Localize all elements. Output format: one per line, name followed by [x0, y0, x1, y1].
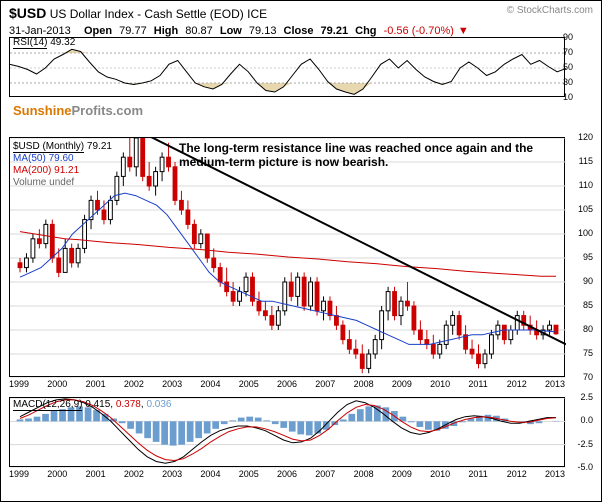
chg-arrow-icon: ▼	[458, 25, 469, 37]
macd-x-axis: 1999200020012002200320042005200620072008…	[9, 469, 565, 483]
watermark: SunshineProfits.com	[13, 103, 143, 118]
ticker-symbol: $USD	[9, 5, 46, 21]
close-label: Close	[284, 25, 314, 37]
ticker-desc: US Dollar Index - Cash Settle (EOD)	[50, 7, 244, 21]
high-value: 80.87	[185, 25, 213, 37]
exchange: ICE	[247, 7, 267, 21]
open-value: 79.77	[119, 25, 147, 37]
macd-label: MACD(12,26,9) 0.415, 0.378, 0.036	[13, 399, 171, 410]
attribution: © StockCharts.com	[507, 5, 593, 16]
close-value: 79.21	[321, 25, 349, 37]
low-label: Low	[220, 25, 242, 37]
open-label: Open	[78, 25, 112, 37]
main-x-axis: 1999200020012002200320042005200620072008…	[9, 379, 565, 393]
annotation-text: The long-term resistance line was reache…	[179, 141, 559, 169]
chg-value: -0.56 (-0.70%)	[384, 25, 454, 37]
chg-label: Chg	[355, 25, 376, 37]
high-label: High	[154, 25, 178, 37]
rsi-panel	[9, 37, 565, 97]
rsi-label: RSI(14) 49.32	[13, 37, 75, 48]
date: 31-Jan-2013	[9, 25, 71, 37]
chart-legend: $USD (Monthly) 79.21 MA(50) 79.60 MA(200…	[13, 141, 112, 189]
low-value: 79.13	[249, 25, 277, 37]
